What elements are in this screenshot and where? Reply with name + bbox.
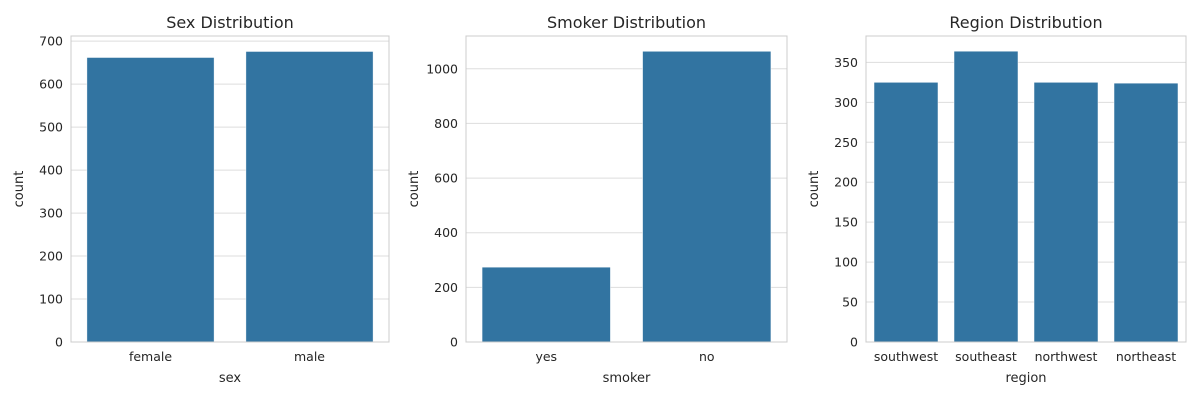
y-tick-label: 700 bbox=[39, 34, 63, 49]
y-tick-label: 200 bbox=[434, 280, 458, 295]
y-tick-label: 200 bbox=[834, 175, 858, 190]
y-tick-label: 300 bbox=[834, 95, 858, 110]
y-tick-label: 500 bbox=[39, 120, 63, 135]
bar-northeast bbox=[1113, 82, 1179, 343]
y-tick-label: 50 bbox=[842, 295, 858, 310]
x-axis-label: sex bbox=[219, 371, 242, 386]
bar-northwest bbox=[1033, 82, 1099, 343]
y-tick-label: 1000 bbox=[426, 61, 458, 76]
y-tick-label: 400 bbox=[434, 225, 458, 240]
chart-title: Region Distribution bbox=[949, 13, 1102, 32]
bar-female bbox=[86, 57, 215, 343]
bar-southwest bbox=[873, 82, 939, 343]
chart-panel-0: 0 100 200 300 400 500 600 700 female male Sex Dist… bbox=[12, 13, 390, 386]
x-tick-label: female bbox=[129, 349, 172, 364]
x-axis-label: smoker bbox=[603, 371, 651, 386]
x-tick-label: southwest bbox=[874, 349, 938, 364]
y-tick-label: 0 bbox=[55, 335, 63, 350]
chart-panel-2: 0 50 100 150 200 250 300 350 southwest southeast n… bbox=[807, 13, 1187, 386]
chart-panel-1: 0 200 400 600 800 1000 yes no Smoker Distributio… bbox=[407, 13, 788, 386]
y-tick-label: 200 bbox=[39, 249, 63, 264]
y-tick-label: 100 bbox=[39, 292, 63, 307]
axes-frame bbox=[465, 35, 788, 343]
y-tick-label: 100 bbox=[834, 255, 858, 270]
y-axis-label: count bbox=[12, 171, 27, 208]
y-tick-label: 600 bbox=[434, 171, 458, 186]
chart-title: Smoker Distribution bbox=[547, 13, 706, 32]
y-tick-label: 350 bbox=[834, 55, 858, 70]
y-tick-label: 300 bbox=[39, 206, 63, 221]
chart-title: Sex Distribution bbox=[166, 13, 294, 32]
y-tick-label: 600 bbox=[39, 77, 63, 92]
y-tick-label: 250 bbox=[834, 135, 858, 150]
y-tick-label: 0 bbox=[450, 335, 458, 350]
x-tick-label: yes bbox=[535, 349, 557, 364]
x-axis-label: region bbox=[1005, 371, 1046, 386]
axes-frame bbox=[865, 35, 1187, 343]
axes-frame bbox=[70, 35, 390, 343]
x-tick-label: no bbox=[699, 349, 715, 364]
y-axis-label: count bbox=[407, 171, 422, 208]
x-tick-label: southeast bbox=[955, 349, 1017, 364]
bar-male bbox=[245, 51, 374, 343]
bar-no bbox=[642, 51, 772, 343]
y-axis-label: count bbox=[807, 171, 822, 208]
y-tick-label: 0 bbox=[850, 335, 858, 350]
x-tick-label: northwest bbox=[1035, 349, 1098, 364]
y-tick-label: 400 bbox=[39, 163, 63, 178]
bar-yes bbox=[481, 266, 611, 343]
y-tick-label: 150 bbox=[834, 215, 858, 230]
x-tick-label: male bbox=[294, 349, 325, 364]
y-tick-label: 800 bbox=[434, 116, 458, 131]
x-tick-label: northeast bbox=[1116, 349, 1176, 364]
bar-southeast bbox=[953, 50, 1019, 343]
